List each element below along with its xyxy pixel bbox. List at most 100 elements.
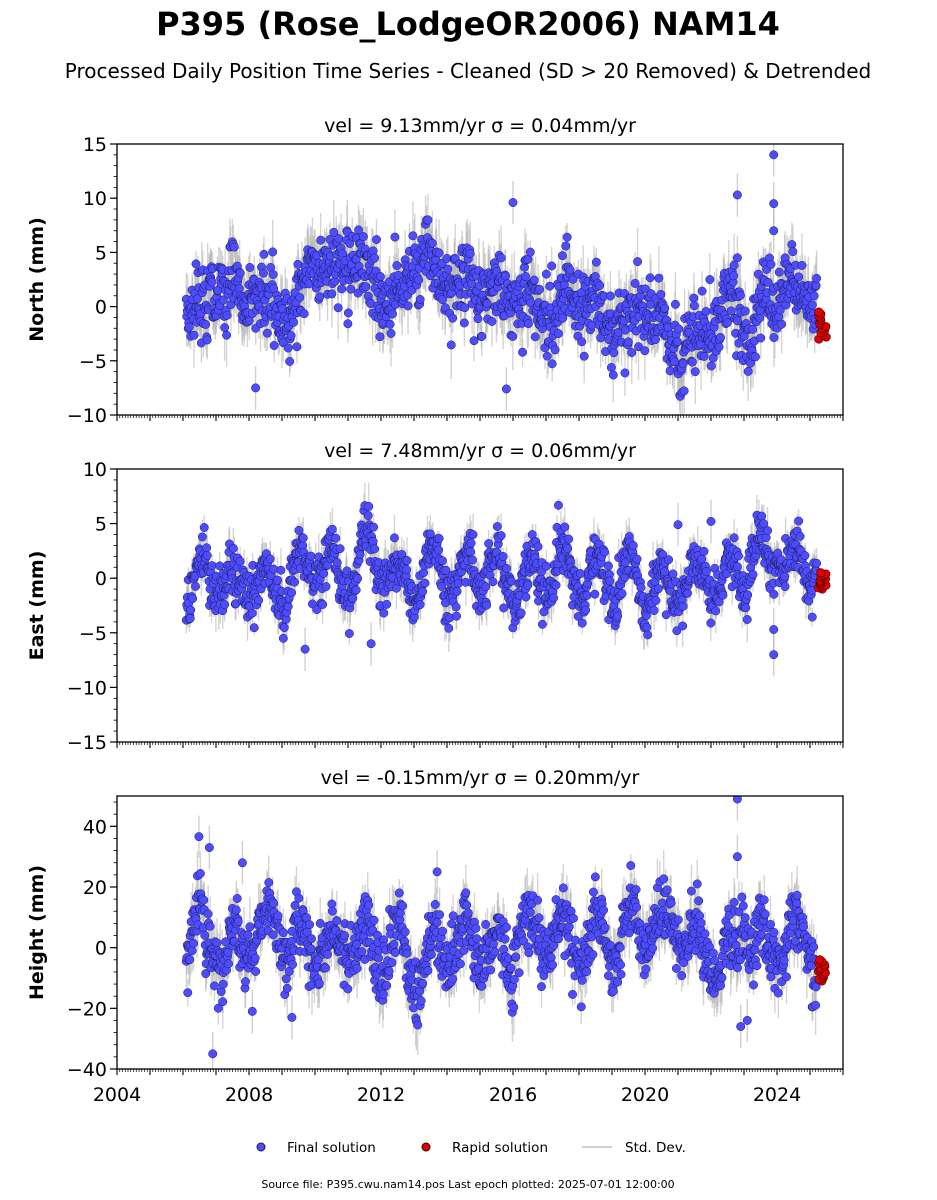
final-point bbox=[343, 319, 353, 329]
final-point bbox=[201, 320, 211, 329]
final-point bbox=[554, 329, 563, 339]
final-point bbox=[414, 275, 424, 285]
final-point bbox=[633, 257, 643, 267]
data-layer bbox=[181, 482, 831, 677]
final-point bbox=[777, 319, 787, 329]
final-point bbox=[375, 272, 385, 281]
final-point bbox=[355, 550, 365, 560]
final-point bbox=[679, 386, 689, 396]
final-point bbox=[193, 294, 202, 304]
final-point bbox=[318, 600, 328, 609]
final-point bbox=[427, 238, 437, 248]
rapid-solution-points bbox=[814, 307, 831, 344]
y-tick-label: 15 bbox=[83, 134, 107, 156]
final-point bbox=[547, 261, 557, 271]
final-point bbox=[415, 295, 425, 304]
final-point bbox=[547, 359, 557, 369]
final-point bbox=[473, 314, 483, 324]
final-point bbox=[268, 270, 278, 279]
final-point bbox=[331, 533, 341, 543]
final-point bbox=[706, 361, 716, 371]
final-point bbox=[678, 359, 688, 369]
y-tick-label: 5 bbox=[95, 242, 107, 264]
final-point bbox=[689, 293, 699, 303]
final-point bbox=[444, 623, 454, 633]
final-point bbox=[202, 335, 212, 345]
final-point bbox=[687, 357, 697, 367]
final-point bbox=[482, 299, 492, 309]
final-point bbox=[775, 305, 785, 315]
panel-title: vel = 9.13mm/yr σ = 0.04mm/yr bbox=[324, 115, 636, 137]
final-point bbox=[516, 608, 526, 618]
final-point bbox=[627, 348, 637, 358]
final-point bbox=[794, 272, 804, 282]
final-point bbox=[492, 522, 502, 531]
final-point bbox=[674, 324, 684, 334]
final-point bbox=[508, 331, 518, 341]
panel-title: vel = 7.48mm/yr σ = 0.06mm/yr bbox=[324, 440, 636, 462]
final-point bbox=[218, 295, 228, 305]
final-point bbox=[670, 299, 680, 309]
final-point bbox=[388, 309, 397, 319]
final-point bbox=[327, 524, 337, 534]
final-point bbox=[769, 333, 779, 343]
final-point bbox=[402, 565, 412, 575]
final-point bbox=[630, 279, 640, 288]
final-point bbox=[487, 316, 497, 326]
final-point bbox=[434, 533, 444, 543]
final-point bbox=[245, 263, 255, 272]
final-point bbox=[438, 556, 447, 566]
final-point bbox=[298, 533, 308, 543]
final-point bbox=[477, 331, 487, 341]
outlier-point bbox=[558, 251, 567, 261]
final-point bbox=[523, 580, 533, 590]
final-point bbox=[191, 259, 201, 269]
final-point bbox=[748, 324, 758, 334]
final-point bbox=[299, 309, 309, 319]
final-point bbox=[363, 511, 373, 521]
final-point bbox=[465, 249, 475, 259]
outlier-point bbox=[769, 226, 779, 236]
final-point bbox=[640, 284, 650, 294]
final-point bbox=[501, 271, 511, 281]
final-point bbox=[743, 366, 753, 376]
final-point bbox=[295, 293, 305, 302]
final-point bbox=[292, 342, 302, 352]
final-point bbox=[595, 281, 605, 290]
final-point bbox=[420, 578, 430, 588]
final-point bbox=[558, 313, 568, 323]
outlier-point bbox=[508, 198, 518, 207]
final-point bbox=[645, 273, 655, 283]
final-point bbox=[468, 555, 478, 565]
final-point bbox=[460, 303, 470, 313]
final-point bbox=[249, 623, 259, 633]
final-point bbox=[623, 337, 633, 347]
final-point bbox=[348, 593, 358, 603]
final-point bbox=[568, 274, 578, 284]
final-point bbox=[191, 581, 200, 591]
final-point bbox=[259, 249, 269, 259]
final-point bbox=[498, 552, 508, 561]
final-point bbox=[482, 600, 492, 610]
final-point bbox=[368, 536, 378, 546]
final-point bbox=[484, 539, 494, 549]
final-point bbox=[403, 301, 413, 311]
final-point bbox=[466, 538, 476, 548]
final-point bbox=[390, 232, 400, 242]
final-point bbox=[654, 273, 664, 283]
final-point bbox=[316, 235, 326, 245]
final-point bbox=[372, 235, 381, 245]
final-point bbox=[379, 608, 389, 618]
final-point bbox=[418, 587, 428, 597]
final-point bbox=[234, 283, 244, 293]
final-point bbox=[454, 578, 463, 588]
final-point bbox=[354, 225, 364, 235]
final-point bbox=[660, 303, 670, 313]
y-tick-label: −10 bbox=[67, 405, 107, 427]
final-point bbox=[306, 551, 316, 561]
chart-title: P395 (Rose_LodgeOR2006) NAM14 bbox=[156, 5, 780, 43]
rapid-point bbox=[814, 307, 824, 317]
